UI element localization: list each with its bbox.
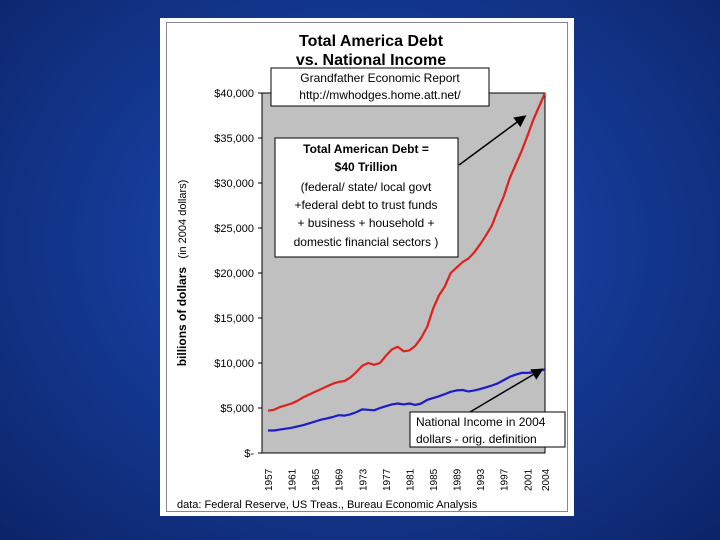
y-axis-label: billions of dollars [175, 267, 189, 367]
source-annotation-line2: http://mwhodges.home.att.net/ [299, 88, 461, 102]
x-tick-label: 1965 [311, 468, 322, 491]
debt-annotation-line2: $40 Trillion [335, 160, 398, 174]
source-annotation-line1: Grandfather Economic Report [300, 71, 460, 85]
y-tick-label: $15,000 [214, 313, 254, 325]
x-tick-label: 1969 [335, 468, 346, 491]
y-tick-label: $25,000 [214, 223, 254, 235]
chart-title-line2: vs. National Income [296, 52, 446, 69]
y-tick-label: $- [244, 448, 254, 460]
x-tick-label: 1977 [382, 468, 393, 491]
y-axis-label-group: billions of dollars (in 2004 dollars) [175, 180, 189, 367]
debt-annotation-line3: (federal/ state/ local govt [301, 180, 432, 194]
series-layer [267, 92, 547, 432]
debt-annotation-line4: +federal debt to trust funds [294, 198, 437, 212]
y-tick-label: $40,000 [214, 88, 254, 100]
x-tick-label: 1989 [453, 468, 464, 491]
debt-annotation-arrow [458, 115, 527, 166]
y-tick-label: $35,000 [214, 133, 254, 145]
y-tick-label: $20,000 [214, 268, 254, 280]
debt-annotation-line1: Total American Debt = [303, 142, 429, 156]
y-tick-label: $5,000 [220, 403, 254, 415]
x-tick-label: 1985 [429, 468, 440, 491]
x-tick-label: 1961 [288, 468, 299, 491]
y-tick-label: $30,000 [214, 178, 254, 190]
income-annotation-line2: dollars - orig. definition [416, 432, 537, 446]
income-series-line [268, 368, 546, 432]
y-axis-ticks: $- $5,000 $10,000 $15,000 $20,000 $25,000 $30,… [214, 88, 262, 460]
data-source-note: data: Federal Reserve, US Treas., Bureau… [177, 499, 478, 511]
income-annotation-line1: National Income in 2004 [416, 415, 546, 429]
income-annotation-arrow [469, 368, 544, 413]
x-tick-label: 1993 [476, 468, 487, 491]
x-tick-label: 1997 [500, 468, 511, 491]
x-axis-ticks: 1957 1961 1965 1969 1973 1977 1981 1985 1989 1993… [264, 468, 552, 491]
income-annotation-box [409, 411, 566, 448]
debt-annotation-line6: domestic financial sectors ) [294, 235, 439, 249]
x-tick-label: 1981 [405, 468, 416, 491]
x-tick-label: 2001 [523, 468, 534, 491]
y-tick-label: $10,000 [214, 358, 254, 370]
debt-annotation-box [274, 137, 459, 258]
x-tick-label: 1973 [358, 468, 369, 491]
y-axis-label-note: (in 2004 dollars) [177, 180, 189, 259]
debt-annotation-line5: + business + household + [297, 216, 434, 230]
source-annotation-box [270, 67, 490, 107]
x-tick-label: 1957 [264, 468, 275, 491]
chart-title-line1: Total America Debt [299, 33, 444, 50]
chart-frame [166, 22, 568, 512]
debt-series-line [267, 92, 547, 412]
x-tick-label: 2004 [541, 468, 552, 491]
